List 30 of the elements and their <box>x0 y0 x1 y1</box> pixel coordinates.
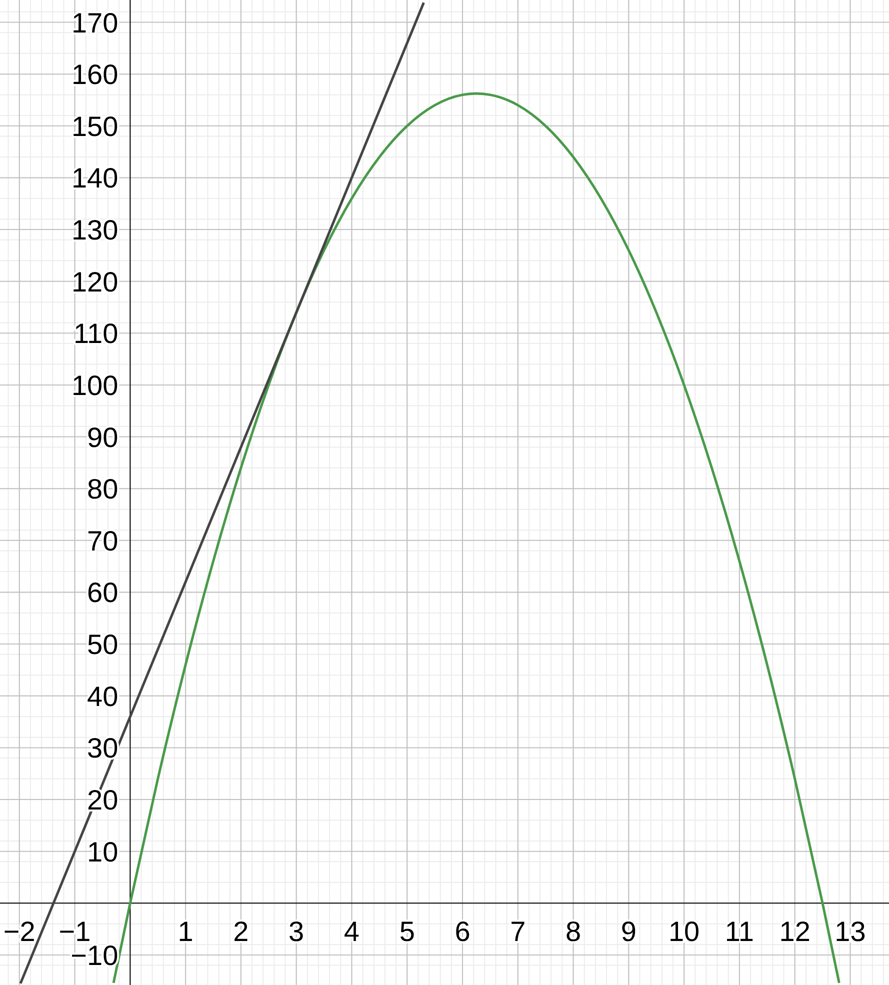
x-tick-label: 1 <box>178 916 194 948</box>
y-tick-label: 70 <box>87 525 118 556</box>
y-tick-label: 30 <box>87 732 118 764</box>
y-tick-label: 100 <box>71 370 118 401</box>
x-tick-label: 3 <box>288 916 304 948</box>
x-tick-label: 11 <box>724 916 754 948</box>
x-tick-label: 9 <box>620 916 636 948</box>
y-tick-label: 40 <box>87 680 118 712</box>
y-tick-label: 50 <box>87 629 118 660</box>
x-tick-label: 6 <box>454 916 470 948</box>
y-tick-label: 60 <box>87 577 118 608</box>
y-tick-label: 160 <box>71 59 118 90</box>
y-tick-label: 140 <box>71 162 118 194</box>
x-tick-label: 13 <box>834 916 866 948</box>
y-tick-label: 110 <box>74 318 118 350</box>
x-tick-label: 7 <box>510 916 526 948</box>
y-tick-label: 120 <box>71 266 118 298</box>
y-tick-label: 10 <box>87 836 118 868</box>
x-tick-label: 12 <box>779 916 810 948</box>
y-tick-label: 90 <box>87 422 118 453</box>
y-tick-label: 130 <box>71 214 118 246</box>
x-tick-label: 4 <box>344 916 360 948</box>
x-tick-label: 10 <box>668 916 700 948</box>
y-tick-label: 170 <box>71 7 118 38</box>
x-tick-label: 2 <box>233 916 249 948</box>
x-tick-label: −2 <box>3 916 36 948</box>
x-tick-label: 5 <box>399 916 415 948</box>
x-tick-label: 8 <box>565 916 582 948</box>
y-tick-label: 150 <box>71 110 118 142</box>
y-tick-label: 80 <box>87 474 118 505</box>
